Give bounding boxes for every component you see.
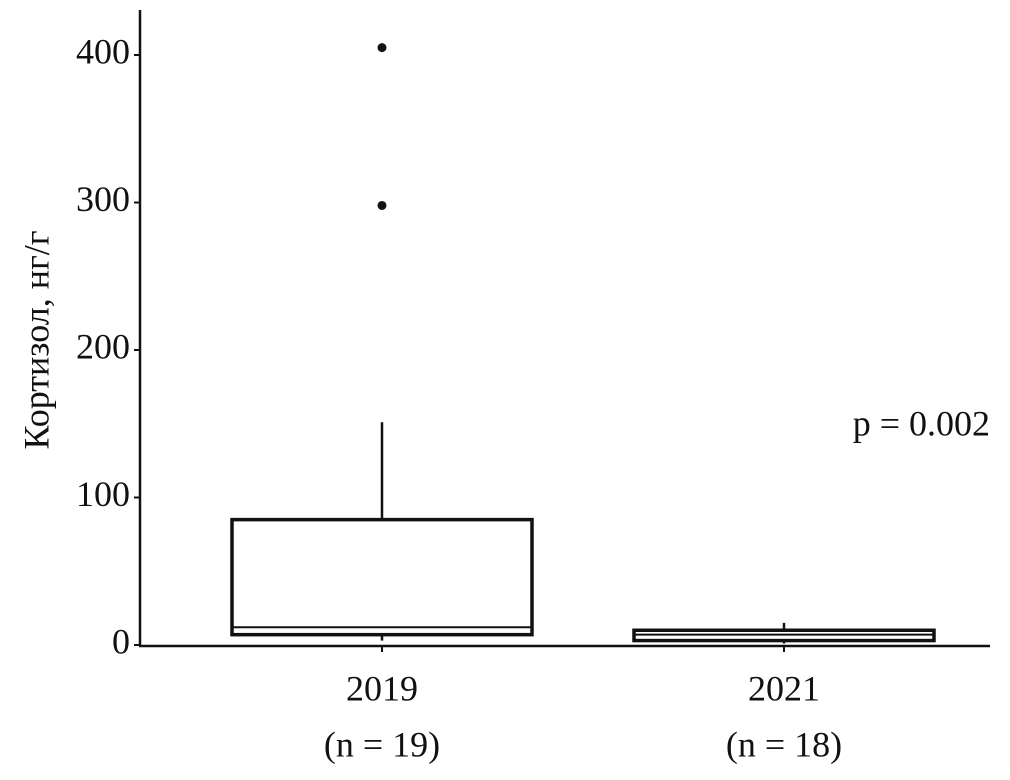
annotation: p = 0.002 — [853, 403, 990, 443]
x-tick-label: 2021 — [748, 668, 820, 708]
y-tick-label: 200 — [76, 326, 130, 366]
x-tick-label: 2019 — [346, 668, 418, 708]
y-axis-label: Кортизол, нг/г — [16, 230, 56, 449]
y-tick-label: 100 — [76, 474, 130, 514]
x-tick-note: (n = 19) — [324, 724, 440, 764]
box — [230, 517, 534, 637]
y-tick-label: 400 — [76, 31, 130, 71]
x-tick-note: (n = 18) — [726, 724, 842, 764]
outlier — [377, 43, 387, 53]
y-tick-label: 0 — [112, 621, 130, 661]
outlier — [377, 200, 387, 210]
y-tick-label: 300 — [76, 179, 130, 219]
